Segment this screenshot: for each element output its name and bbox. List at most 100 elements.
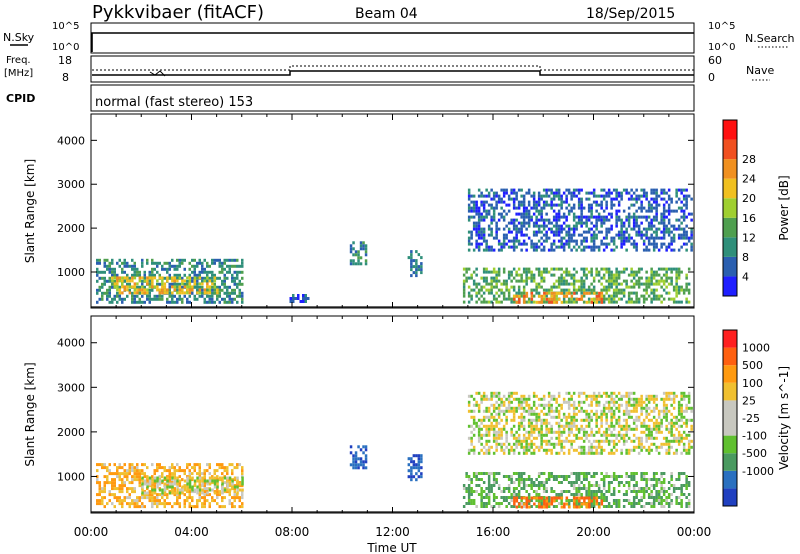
- echo-cell: [136, 282, 139, 286]
- echo-cell: [687, 448, 691, 452]
- echo-cell: [208, 300, 211, 304]
- echo-cell: [647, 427, 651, 431]
- echo-cell: [607, 406, 611, 410]
- echo-cell: [647, 294, 651, 298]
- echo-cell: [359, 457, 363, 461]
- echo-cell: [467, 300, 471, 304]
- echo-cell: [223, 291, 226, 295]
- echo-cell: [637, 297, 641, 301]
- echo-cell: [146, 291, 149, 295]
- echo-cell: [228, 285, 231, 289]
- echo-cell: [203, 502, 206, 506]
- echo-cell: [472, 270, 476, 274]
- echo-cell: [96, 258, 99, 262]
- echo-cell: [630, 448, 633, 452]
- echo-cell: [472, 227, 476, 231]
- echo-cell: [607, 427, 611, 431]
- echo-cell: [652, 191, 656, 195]
- echo-cell: [570, 394, 573, 398]
- echo-cell: [595, 490, 598, 493]
- echo-cell: [620, 233, 623, 237]
- echo-cell: [625, 406, 628, 410]
- echo-cell: [572, 230, 576, 234]
- echo-cell: [517, 451, 521, 455]
- echo-cell: [580, 209, 583, 213]
- echo-cell: [655, 484, 658, 487]
- echo-cell: [647, 397, 651, 401]
- echo-cell: [168, 282, 171, 286]
- echo-cell: [161, 491, 164, 495]
- echo-cell: [542, 394, 546, 398]
- echo-cell: [637, 276, 641, 280]
- echo-cell: [667, 267, 671, 271]
- echo-cell: [675, 478, 678, 481]
- echo-cell: [527, 448, 531, 452]
- echo-cell: [522, 418, 526, 422]
- echo-cell: [632, 218, 636, 222]
- echo-cell: [238, 291, 241, 295]
- echo-cell: [412, 475, 416, 479]
- echo-cell: [465, 472, 468, 475]
- echo-cell: [660, 424, 663, 428]
- echo-cell: [582, 439, 586, 443]
- echo-cell: [540, 194, 543, 198]
- echo-cell: [680, 188, 683, 192]
- echo-cell: [520, 230, 523, 234]
- echo-cell: [178, 469, 181, 473]
- echo-cell: [525, 233, 528, 237]
- echo-cell: [502, 294, 506, 298]
- echo-cell: [352, 259, 355, 263]
- echo-cell: [687, 300, 691, 304]
- echo-cell: [537, 484, 541, 487]
- echo-cell: [178, 505, 181, 509]
- echo-cell: [467, 403, 471, 407]
- echo-cell: [655, 197, 658, 201]
- echo-cell: [161, 472, 164, 476]
- echo-cell: [667, 206, 671, 210]
- echo-cell: [211, 499, 214, 503]
- echo-cell: [359, 262, 363, 266]
- echo-cell: [657, 279, 661, 283]
- colorbar-swatch: [723, 418, 737, 436]
- echo-cell: [475, 421, 478, 425]
- echo-cell: [570, 282, 573, 286]
- echo-cell: [587, 445, 591, 449]
- echo-cell: [530, 406, 533, 410]
- echo-cell: [660, 502, 663, 505]
- echo-cell: [116, 475, 119, 479]
- echo-cell: [231, 482, 234, 486]
- echo-cell: [677, 248, 681, 252]
- echo-cell: [512, 224, 516, 228]
- echo-cell: [585, 430, 588, 434]
- echo-cell: [151, 273, 154, 277]
- echo-cell: [567, 481, 571, 484]
- echo-cell: [148, 294, 151, 298]
- echo-cell: [640, 442, 643, 446]
- echo-cell: [590, 442, 593, 446]
- echo-cell: [680, 300, 683, 304]
- echo-cell: [580, 188, 583, 192]
- echo-cell: [158, 261, 161, 265]
- echo-cell: [148, 270, 151, 274]
- echo-cell: [605, 236, 608, 240]
- echo-cell: [535, 242, 538, 246]
- echo-cell: [565, 424, 568, 428]
- echo-cell: [477, 493, 481, 496]
- echo-cell: [560, 291, 564, 295]
- echo-cell: [667, 197, 671, 201]
- echo-cell: [620, 297, 623, 301]
- echo-cell: [472, 502, 476, 505]
- echo-cell: [627, 291, 631, 295]
- echo-cell: [525, 227, 528, 231]
- echo-cell: [582, 206, 586, 210]
- echo-cell: [211, 261, 214, 265]
- echo-cell: [500, 502, 503, 505]
- echo-cell: [472, 203, 476, 207]
- echo-cell: [665, 424, 668, 428]
- echo-cell: [620, 291, 623, 295]
- echo-cell: [680, 236, 683, 240]
- echo-cell: [131, 463, 134, 467]
- echo-cell: [652, 484, 656, 487]
- echo-cell: [151, 502, 154, 506]
- echo-cell: [502, 490, 506, 493]
